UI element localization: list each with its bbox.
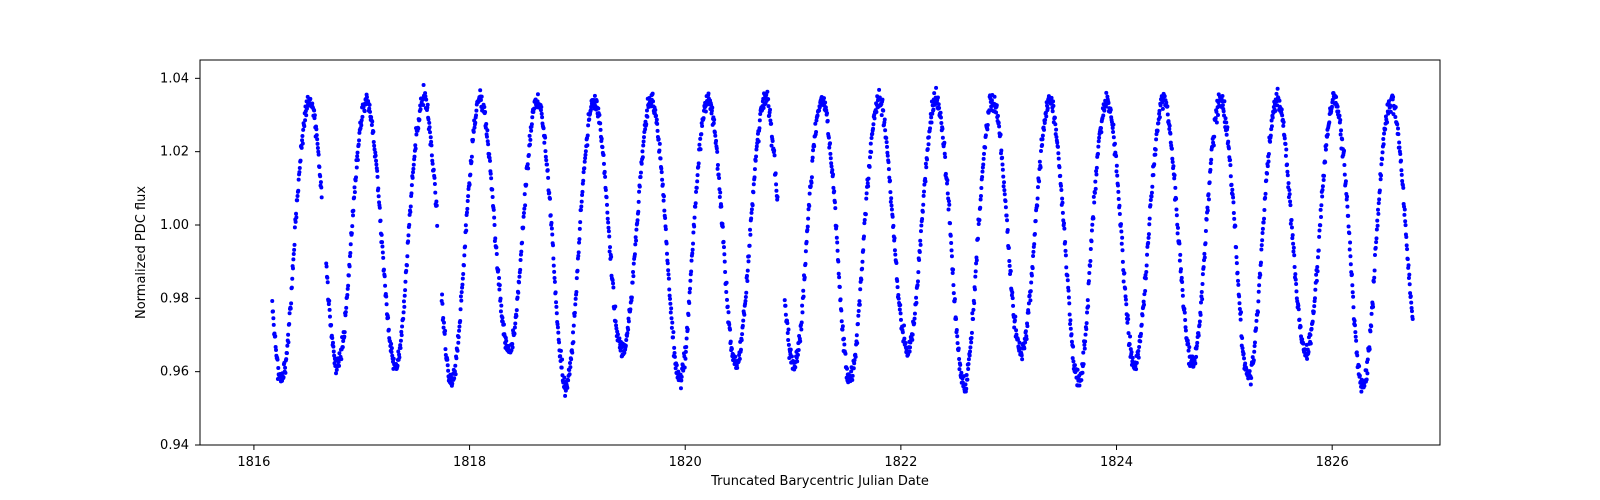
ytick-label: 1.00: [160, 218, 189, 233]
ytick-label: 0.98: [160, 291, 189, 306]
xtick-label: 1822: [884, 455, 917, 470]
xtick-label: 1820: [669, 455, 702, 470]
xtick-label: 1816: [237, 455, 270, 470]
ytick-label: 0.96: [160, 365, 189, 380]
xtick-label: 1818: [453, 455, 486, 470]
ytick-label: 1.04: [160, 71, 189, 86]
ytick-label: 1.02: [160, 145, 189, 160]
chart-svg: 1816 1818 1820 1822 1824 1826 0.94 0.96 0.98 1.00…: [0, 0, 1600, 500]
ytick-label: 0.94: [160, 438, 189, 453]
x-axis-label: Truncated Barycentric Julian Date: [710, 474, 929, 489]
xtick-label: 1826: [1316, 455, 1349, 470]
y-axis-label: Normalized PDC flux: [134, 186, 149, 319]
lightcurve-chart: 1816 1818 1820 1822 1824 1826 0.94 0.96 0.98 1.00…: [0, 0, 1600, 500]
xtick-label: 1824: [1100, 455, 1133, 470]
